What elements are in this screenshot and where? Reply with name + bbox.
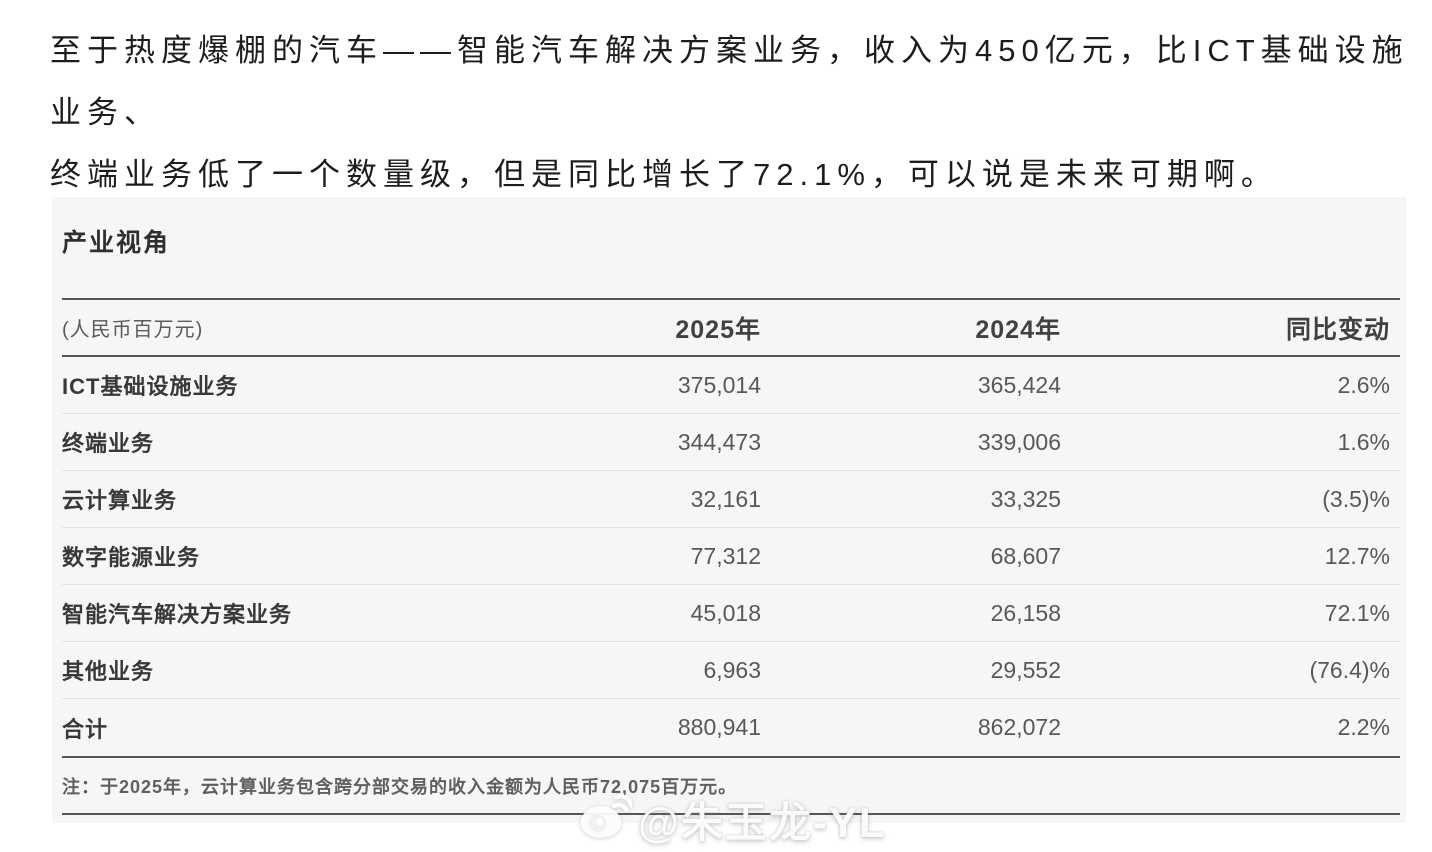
row-value-2024: 365,424 [977,371,1061,398]
table-row: ICT基础设施业务 375,014 365,424 2.6% [62,357,1400,414]
segment-table-panel: 产业视角 (人民币百万元) 2025年 2024年 同比变动 ICT基础设施业务… [52,197,1406,823]
row-value-change: (76.4)% [1309,656,1390,683]
intro-paragraph: 至于热度爆棚的汽车——智能汽车解决方案业务，收入为450亿元，比ICT基础设施业… [50,20,1410,206]
row-value-2025: 77,312 [690,542,761,569]
total-value-2025: 880,941 [677,714,761,740]
row-label: 数字能源业务 [62,545,201,570]
row-value-2024: 26,158 [990,599,1061,626]
footnote-text: 注：于2025年，云计算业务包含跨分部交易的收入金额为人民币72,075百万元。 [62,776,738,797]
total-value-change: 2.2% [1337,714,1390,740]
table-row: 其他业务 6,963 29,552 (76.4)% [62,642,1400,699]
row-value-change: 2.6% [1337,371,1390,398]
row-value-2024: 68,607 [990,542,1061,569]
row-value-2024: 29,552 [990,656,1061,683]
row-value-change: 72.1% [1324,599,1390,626]
total-value-2024: 862,072 [977,714,1061,740]
row-value-2024: 33,325 [990,485,1061,512]
row-label: 其他业务 [62,659,155,684]
column-header-change: 同比变动 [1285,315,1390,344]
row-value-2025: 344,473 [677,428,761,455]
table-row: 云计算业务 32,161 33,325 (3.5)% [62,471,1400,528]
row-value-2025: 45,018 [690,599,761,626]
table-row: 智能汽车解决方案业务 45,018 26,158 72.1% [62,585,1400,642]
table-row: 终端业务 344,473 339,006 1.6% [62,414,1400,471]
table-footnote: 注：于2025年，云计算业务包含跨分部交易的收入金额为人民币72,075百万元。 [62,758,1400,815]
row-label: 智能汽车解决方案业务 [62,602,293,627]
panel-title: 产业视角 [62,229,171,257]
row-value-2025: 375,014 [677,371,761,398]
row-value-change: 1.6% [1337,428,1390,455]
row-value-change: 12.7% [1324,542,1390,569]
row-value-2025: 32,161 [690,485,761,512]
table-total-row: 合计 880,941 862,072 2.2% [62,699,1400,758]
intro-line-2: 终端业务低了一个数量级，但是同比增长了72.1%，可以说是未来可期啊。 [50,157,1278,192]
unit-label: (人民币百万元) [62,319,204,341]
column-header-2025: 2025年 [675,315,761,344]
intro-line-1: 至于热度爆棚的汽车——智能汽车解决方案业务，收入为450亿元，比ICT基础设施业… [50,33,1409,130]
table-header-row: (人民币百万元) 2025年 2024年 同比变动 [62,298,1400,357]
row-label: 终端业务 [62,431,155,456]
row-value-2025: 6,963 [703,656,761,683]
total-label: 合计 [62,716,109,742]
row-value-change: (3.5)% [1322,485,1390,512]
row-label: ICT基础设施业务 [62,374,239,399]
row-label: 云计算业务 [62,488,178,513]
table-row: 数字能源业务 77,312 68,607 12.7% [62,528,1400,585]
row-value-2024: 339,006 [977,428,1061,455]
column-header-2024: 2024年 [975,315,1061,344]
